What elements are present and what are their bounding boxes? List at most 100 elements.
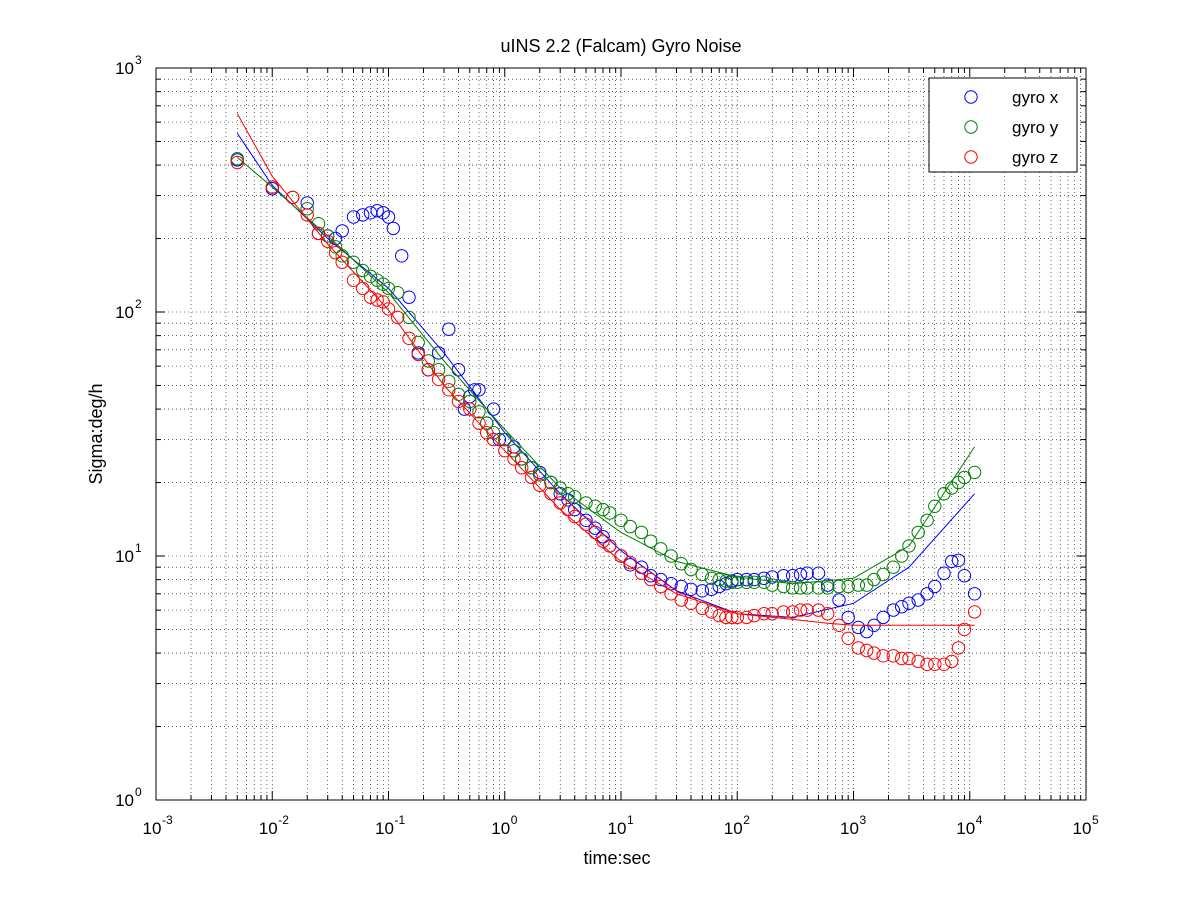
data-point <box>739 610 754 625</box>
data-point <box>596 502 610 517</box>
data-point <box>553 496 567 510</box>
data-point <box>463 394 477 409</box>
data-point <box>757 575 771 589</box>
data-point <box>800 566 814 580</box>
tick-labels: 10 -3 10 -2 10 -1 10 0 10 1 10 2 10 3 10 4 10 510 010 110 21… <box>115 53 1099 838</box>
data-point <box>370 293 384 307</box>
data-point <box>951 553 966 567</box>
data-point <box>402 290 416 304</box>
data-point <box>311 217 326 231</box>
data-point <box>945 654 959 669</box>
data-point <box>623 555 637 570</box>
data-point <box>851 620 865 635</box>
legend-label: gyro y <box>1012 118 1059 137</box>
data-point <box>421 354 435 368</box>
data-point <box>776 569 791 583</box>
data-point <box>402 331 416 345</box>
x-tick-base: 10 <box>259 819 278 838</box>
data-point <box>603 506 617 520</box>
legend-box <box>928 77 1078 173</box>
data-point <box>561 502 575 517</box>
data-point <box>230 155 245 170</box>
data-point <box>654 579 668 594</box>
y-tick-exponent: 2 <box>135 297 142 311</box>
data-point <box>867 646 881 660</box>
data-point <box>832 618 846 632</box>
data-point <box>928 499 942 513</box>
y-tick-base: 10 <box>115 791 134 810</box>
data-point <box>684 562 698 577</box>
data-point <box>381 210 396 224</box>
data-point <box>376 295 390 309</box>
data-point <box>793 581 808 595</box>
x-tick-label: 10 3 <box>840 813 866 838</box>
x-tick-label: 10 -1 <box>375 813 405 838</box>
data-point <box>507 444 521 458</box>
data-point <box>335 224 349 238</box>
x-tick-base: 10 <box>840 819 859 838</box>
x-tick-label: 10 0 <box>491 813 517 838</box>
data-point <box>588 499 602 513</box>
data-point <box>886 649 900 663</box>
x-tick-exponent: 0 <box>511 813 518 827</box>
data-point <box>480 416 494 430</box>
data-point <box>381 302 396 316</box>
data-point <box>876 610 890 625</box>
data-point <box>895 651 909 666</box>
x-tick-label: 10 4 <box>956 813 982 838</box>
data-point <box>370 204 384 218</box>
data-point <box>498 444 512 458</box>
data-point <box>321 234 335 248</box>
data-point <box>376 277 390 291</box>
data-point <box>747 575 761 589</box>
y-tick-base: 10 <box>115 303 134 322</box>
data-point <box>463 402 477 416</box>
data-point <box>860 578 874 592</box>
y-tick-exponent: 0 <box>135 785 142 799</box>
data-point <box>757 607 771 621</box>
data-point <box>391 286 405 300</box>
data-point <box>634 525 649 540</box>
data-point <box>793 603 808 617</box>
y-tick-base: 10 <box>115 59 134 78</box>
data-point <box>851 641 865 655</box>
data-point <box>704 605 719 619</box>
legend-marker <box>964 90 978 104</box>
data-point <box>725 575 739 589</box>
legend-marker <box>964 150 978 164</box>
data-point <box>356 281 370 296</box>
data-point <box>712 572 726 587</box>
data-point <box>674 579 688 594</box>
data-point <box>515 452 529 466</box>
data-point <box>967 465 982 480</box>
data-point <box>596 530 610 544</box>
x-tick-base: 10 <box>608 819 627 838</box>
data-point <box>588 525 602 540</box>
data-point <box>765 578 779 592</box>
data-point <box>937 566 951 580</box>
data-point <box>876 567 890 582</box>
data-point <box>920 587 934 601</box>
legend-entry: gyro x <box>964 88 1059 107</box>
y-tick-label: 10 0 <box>115 785 142 810</box>
data-point <box>346 210 361 224</box>
data-point <box>886 603 900 617</box>
x-tick-exponent: -1 <box>395 813 406 827</box>
data-point <box>300 202 314 216</box>
legend-marker <box>964 120 978 134</box>
y-tick-base: 10 <box>115 547 134 566</box>
data-point <box>498 432 512 447</box>
data-point <box>902 651 916 666</box>
data-point <box>786 581 800 595</box>
data-point <box>957 569 972 583</box>
x-tick-label: 10 -2 <box>259 813 289 838</box>
series-layer <box>230 113 982 671</box>
x-tick-base: 10 <box>1073 819 1092 838</box>
data-point <box>442 383 456 397</box>
data-point <box>596 534 610 548</box>
data-point <box>391 310 405 325</box>
data-point <box>634 566 649 580</box>
legend-items: gyro x gyro y gyro z <box>964 88 1059 167</box>
data-point <box>480 426 494 440</box>
data-point <box>747 608 761 623</box>
